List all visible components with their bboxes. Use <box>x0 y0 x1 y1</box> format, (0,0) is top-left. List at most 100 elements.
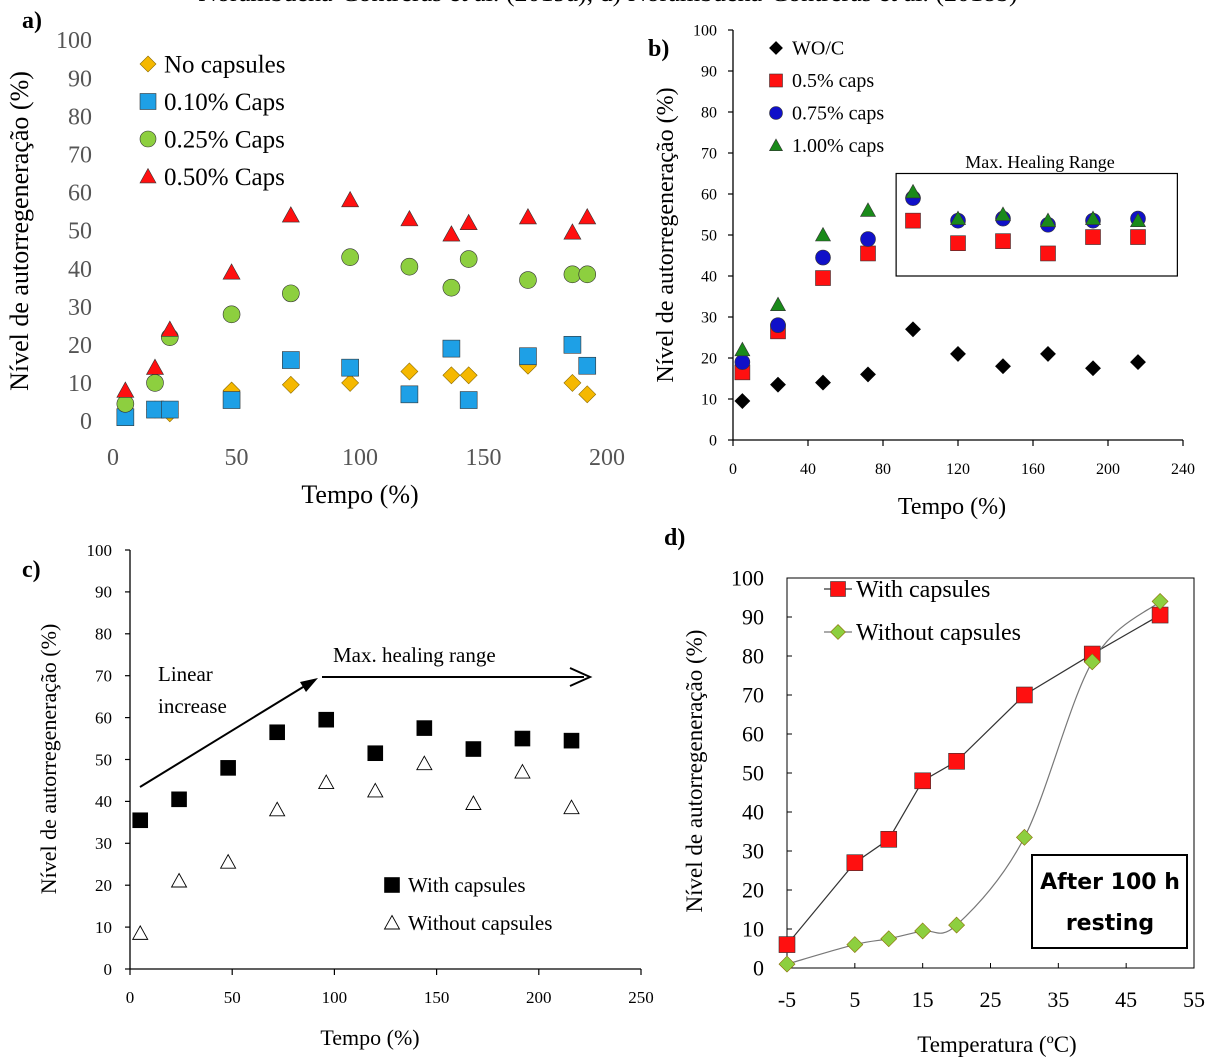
legend-label: 0.50% Caps <box>164 164 285 191</box>
data-point <box>948 752 965 770</box>
y-tick-label: 50 <box>68 219 92 245</box>
data-point <box>416 720 433 736</box>
y-tick-label: 10 <box>742 916 764 941</box>
series-without-capsules <box>131 755 580 940</box>
x-axis-label: Temperatura (ºC) <box>917 1032 1076 1057</box>
legend-marker <box>383 914 401 930</box>
y-axis-label: Nível de autorregeneração (%) <box>653 87 679 382</box>
data-point <box>914 772 931 790</box>
legend: WO/C 0.5% caps 0.75% caps 1.00% caps <box>768 38 884 157</box>
x-tick-label: 100 <box>342 445 378 471</box>
data-point <box>563 265 582 284</box>
data-point <box>578 265 597 284</box>
y-tick-label: 20 <box>95 876 112 895</box>
data-point <box>880 830 898 848</box>
legend: No capsules 0.10% Caps 0.25% Caps 0.50% Cap… <box>139 51 286 191</box>
data-point <box>161 400 179 419</box>
y-tick-label: 30 <box>742 838 764 863</box>
data-point <box>770 317 786 334</box>
data-point <box>769 296 787 312</box>
data-point <box>815 249 831 266</box>
y-tick-label: 90 <box>68 66 92 92</box>
data-point <box>950 345 966 362</box>
data-point <box>1040 345 1056 362</box>
data-point <box>416 755 433 771</box>
figure-caption: Norambuena-Contreras et al. (2019a), d) … <box>0 0 1216 8</box>
x-tick-label: 120 <box>946 461 970 478</box>
legend-label: No capsules <box>164 51 286 78</box>
y-tick-label: 30 <box>95 834 112 853</box>
max-healing-range-box <box>895 172 1178 277</box>
data-point <box>914 922 932 940</box>
data-point <box>995 233 1011 249</box>
y-tick-label: 100 <box>693 22 717 39</box>
annotation-resting: resting <box>1066 911 1154 936</box>
series-without-capsules <box>778 592 1169 973</box>
x-axis-label: Tempo (%) <box>301 480 418 509</box>
data-point <box>578 208 597 225</box>
annotation-linear-increase: Linear <box>158 662 213 686</box>
y-tick-label: 90 <box>95 583 112 602</box>
data-point <box>563 373 582 392</box>
data-point <box>859 202 877 217</box>
data-point <box>222 263 241 280</box>
data-point <box>442 278 461 297</box>
data-point <box>1130 229 1146 245</box>
legend-label: Without capsules <box>408 911 552 935</box>
data-point <box>1015 828 1033 846</box>
y-tick-label: 40 <box>742 799 764 824</box>
data-point <box>1151 592 1169 610</box>
data-point <box>778 936 796 953</box>
y-tick-label: 100 <box>87 541 113 560</box>
data-point <box>400 257 419 276</box>
y-tick-label: 10 <box>68 371 92 397</box>
x-tick-label: 160 <box>1021 461 1045 478</box>
y-tick-label: 90 <box>742 604 764 629</box>
data-point <box>282 351 300 369</box>
data-point <box>995 358 1011 375</box>
x-tick-label: 55 <box>1183 987 1205 1012</box>
y-tick-label: 100 <box>56 28 92 54</box>
data-point <box>219 853 237 869</box>
legend-marker <box>139 130 157 148</box>
annotation-max-healing-range: Max. healing range <box>333 643 496 667</box>
legend-marker <box>769 106 783 120</box>
data-point <box>518 208 537 225</box>
legend-marker <box>384 877 400 893</box>
series-wo-c <box>734 321 1146 409</box>
y-tick-label: 0 <box>80 409 92 435</box>
data-point <box>1085 229 1101 245</box>
chart-panel-d: 0 10 20 30 40 50 60 70 80 90 100 -5 5 15 25 35 45 55 Tempe… <box>664 525 1205 1057</box>
data-point <box>341 358 359 377</box>
data-point <box>269 724 285 741</box>
data-point <box>860 231 876 247</box>
legend-label: 0.75% caps <box>792 103 884 125</box>
legend: With capsules Without capsules <box>824 577 1021 646</box>
data-point <box>1040 245 1056 262</box>
y-tick-label: 40 <box>701 268 717 285</box>
x-tick-label: 0 <box>729 461 737 478</box>
data-point <box>400 362 419 381</box>
data-point <box>442 366 461 385</box>
data-point <box>770 376 786 393</box>
x-tick-label: 0 <box>126 988 135 1007</box>
legend-marker <box>830 624 846 640</box>
x-tick-label: 150 <box>424 988 450 1007</box>
data-point <box>131 924 149 940</box>
x-axis-label: Tempo (%) <box>898 494 1006 520</box>
data-point <box>578 356 597 375</box>
data-point <box>442 225 461 242</box>
data-point <box>317 774 335 789</box>
data-point <box>1083 653 1101 671</box>
x-tick-label: 15 <box>912 987 934 1012</box>
x-tick-label: 50 <box>224 988 241 1007</box>
legend-marker <box>769 41 783 55</box>
data-point <box>905 212 921 229</box>
annotation-box <box>1031 854 1188 949</box>
data-point <box>1084 210 1102 225</box>
x-tick-label: 50 <box>225 445 249 471</box>
legend-marker <box>769 73 783 88</box>
legend-label: With capsules <box>856 577 990 603</box>
annotation-linear-increase: increase <box>158 694 227 718</box>
